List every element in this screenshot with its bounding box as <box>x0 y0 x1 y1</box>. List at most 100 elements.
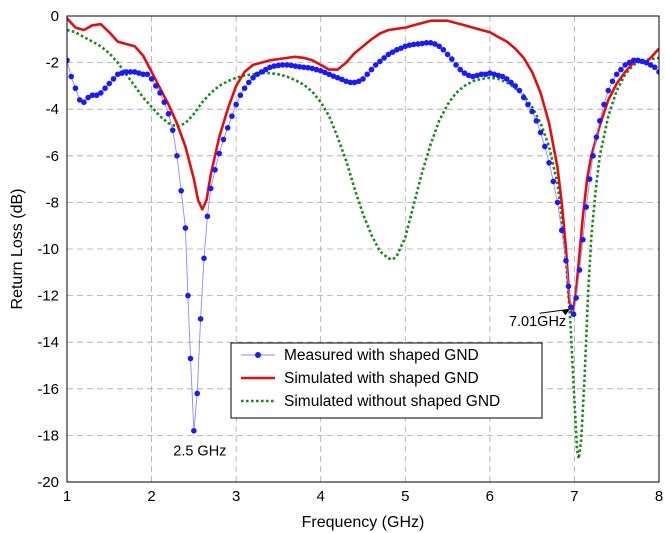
series-line-simulated-with-gnd <box>67 17 659 316</box>
data-point-measured <box>67 57 70 64</box>
y-tick-label: -4 <box>46 101 59 118</box>
annotation-arrow-head <box>561 309 570 316</box>
y-tick-label: -2 <box>46 55 59 72</box>
data-point-measured <box>432 41 438 47</box>
data-point-measured <box>288 62 294 69</box>
data-point-measured <box>470 73 476 80</box>
y-tick-label: -18 <box>37 427 59 444</box>
tick-labels: 1 2 3 4 5 6 7 8 0 -2 -4 -6 -8 -10 -12 -14 -16 -18 -20 <box>37 8 663 505</box>
data-point-measured <box>465 72 472 79</box>
data-point-measured <box>394 46 400 53</box>
data-point-measured <box>250 74 256 81</box>
data-point-measured <box>140 71 146 78</box>
y-tick-label: -10 <box>37 241 59 258</box>
x-tick-label: 2 <box>147 488 155 505</box>
data-point-measured <box>605 87 612 94</box>
data-point-measured <box>296 63 303 70</box>
data-point-measured <box>550 178 557 185</box>
legend: Measured with shaped GND Simulated with s… <box>230 342 543 419</box>
data-point-measured <box>114 71 121 78</box>
data-point-measured <box>271 63 278 69</box>
y-tick-label: -8 <box>46 194 59 211</box>
data-point-measured <box>495 72 502 79</box>
data-point-measured <box>279 62 286 68</box>
data-point-measured <box>398 45 404 51</box>
data-point-measured <box>364 71 371 78</box>
data-point-measured <box>461 70 468 76</box>
data-point-measured <box>224 125 231 131</box>
data-point-measured <box>131 69 138 75</box>
data-point-measured <box>334 74 341 81</box>
data-point-measured <box>453 62 459 68</box>
data-point-measured <box>381 55 387 61</box>
data-point-measured <box>474 72 480 79</box>
data-point-measured <box>565 283 572 290</box>
y-tick-label: -16 <box>37 381 59 398</box>
data-point-measured <box>389 49 396 55</box>
data-point-measured <box>301 64 307 71</box>
data-point-measured <box>197 316 204 322</box>
data-point-measured <box>178 187 184 194</box>
data-point-measured <box>457 66 464 73</box>
data-point-measured <box>436 43 442 50</box>
data-point-measured <box>212 166 218 173</box>
data-point-measured <box>406 42 413 48</box>
data-point-measured <box>368 66 375 73</box>
data-point-measured <box>201 255 207 262</box>
data-point-measured <box>478 71 485 78</box>
data-point-measured <box>601 101 607 108</box>
data-point-measured <box>93 92 100 99</box>
data-point-measured <box>630 57 637 64</box>
data-point-measured <box>313 66 320 73</box>
data-point-measured <box>516 87 523 94</box>
data-point-measured <box>267 64 273 71</box>
data-point-measured <box>533 118 540 124</box>
data-point-measured <box>89 92 96 99</box>
data-point-measured <box>415 41 421 47</box>
series-1 <box>67 17 659 316</box>
data-point-measured <box>410 41 417 48</box>
series-0 <box>67 39 659 434</box>
data-point-measured <box>136 70 142 76</box>
data-point-measured <box>81 99 87 106</box>
x-tick-label: 1 <box>63 488 71 505</box>
data-point-measured <box>85 94 91 101</box>
series-line-measured <box>67 42 659 431</box>
data-point-measured <box>542 143 548 150</box>
data-point-measured <box>576 267 583 273</box>
data-point-measured <box>254 71 261 78</box>
data-point-measured <box>241 85 248 92</box>
data-point-measured <box>503 76 510 82</box>
data-point-measured <box>491 71 497 78</box>
data-point-measured <box>651 64 658 71</box>
data-point-measured <box>444 51 451 58</box>
data-point-measured <box>194 390 201 397</box>
data-point-measured <box>76 97 83 103</box>
data-point-measured <box>339 76 345 83</box>
y-tick-label: -12 <box>37 288 59 305</box>
data-point-measured <box>185 292 191 299</box>
legend-label: Simulated without shaped GND <box>284 393 500 410</box>
data-point-measured <box>635 57 641 64</box>
data-point-measured <box>233 101 239 108</box>
data-point-measured <box>123 69 129 75</box>
x-tick-label: 4 <box>317 488 325 505</box>
data-point-measured <box>525 101 531 108</box>
data-point-measured <box>174 153 180 159</box>
data-point-measured <box>191 427 197 434</box>
data-point-measured <box>573 295 579 301</box>
y-tick-label: 0 <box>51 8 59 25</box>
y-tick-label: -20 <box>37 474 59 491</box>
data-point-measured <box>656 69 659 75</box>
data-point-measured <box>546 159 552 166</box>
data-point-measured <box>482 71 489 78</box>
data-point-measured <box>169 127 176 133</box>
legend-label: Simulated with shaped GND <box>284 370 479 387</box>
data-point-measured <box>372 62 379 68</box>
data-point-measured <box>284 62 290 68</box>
data-point-measured <box>326 71 332 78</box>
data-point-measured <box>593 134 600 140</box>
data-point-measured <box>626 59 633 66</box>
data-point-measured <box>609 78 616 85</box>
